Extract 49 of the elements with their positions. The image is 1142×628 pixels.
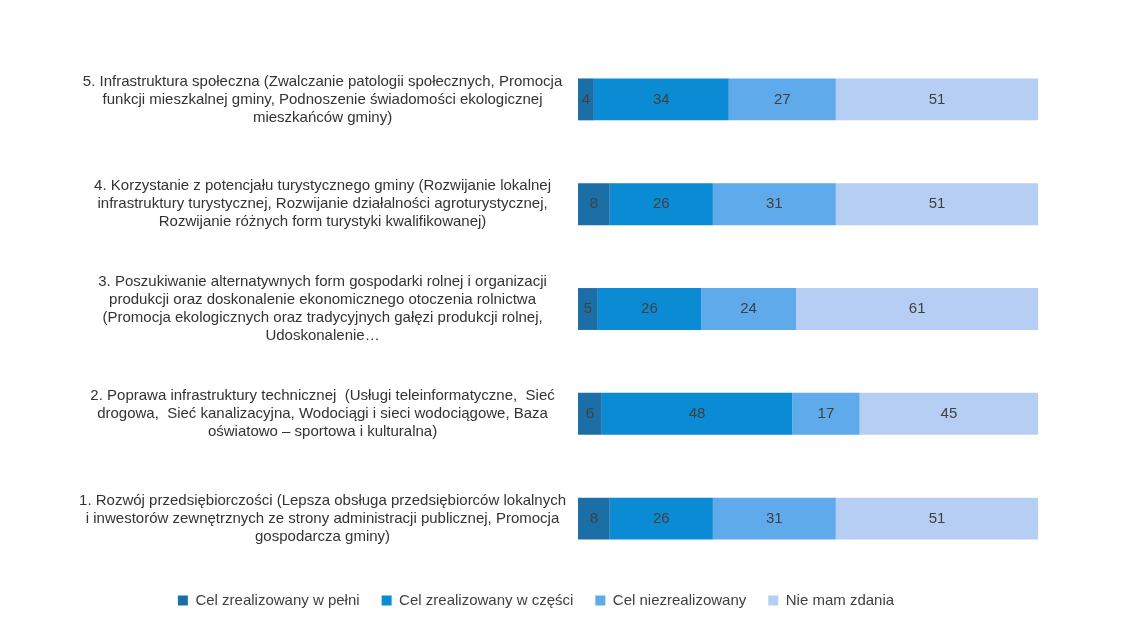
- data-label: 48: [688, 403, 706, 421]
- bar: [578, 78, 594, 121]
- bar: [578, 183, 610, 226]
- data-label: 5: [583, 299, 593, 317]
- y-tick-label: 3. Poszukiwanie alternatywnych form gospodarki rolnej i organizacji produkcji oraz doskonalenie ekonomicznego otoczenia rolnictwa (Promocja ekologicznych oraz tradycyjnych gałęzi produkcji rolnej, Udoskonalenie…: [98, 272, 547, 344]
- y-tick-label: 2. Poprawa infrastruktury technicznej (Usługi teleinformatyczne, Sieć drogowa, Sieć kanalizacyjna, Wodociągi i sieci wodociągowe, Baza oświatowo – sportowa i kulturalna): [90, 385, 556, 439]
- bar: [700, 288, 797, 330]
- bar: [609, 497, 713, 540]
- bar: [835, 183, 1039, 226]
- legend-label: Nie mam zdania: [785, 590, 895, 608]
- data-label: 8: [589, 508, 599, 526]
- data-label: 45: [940, 403, 958, 421]
- data-label: 8: [589, 194, 599, 212]
- bar: [835, 78, 1039, 121]
- bar: [859, 392, 1039, 435]
- bar: [712, 497, 836, 540]
- legend-label: Cel zrealizowany w pełni: [195, 590, 360, 608]
- bar: [796, 288, 1039, 330]
- bar: [578, 288, 598, 330]
- data-label: 6: [585, 403, 595, 421]
- data-label: 51: [928, 194, 946, 212]
- data-label: 51: [928, 89, 946, 107]
- bar: [578, 497, 610, 540]
- bar: [792, 392, 860, 435]
- data-label: 27: [773, 89, 791, 107]
- y-tick-label: 5. Infrastruktura społeczna (Zwalczanie patologii społecznych, Promocja funkcji mieszkalnej gminy, Podnoszenie świadomości ekologicznej mieszkańców gminy): [82, 71, 563, 125]
- bar: [609, 183, 713, 226]
- data-label: 31: [766, 194, 783, 212]
- y-tick-label: 4. Korzystanie z potencjału turystycznego gminy (Rozwijanie lokalnej infrastruktury turystycznej, Rozwijanie działalności agroturystycznej, Rozwijanie różnych form turystyki kwalifikowanej): [94, 176, 551, 230]
- data-label: 4: [581, 89, 591, 107]
- data-label: 34: [652, 89, 670, 107]
- data-label: 61: [908, 299, 926, 317]
- data-label: 26: [652, 508, 670, 526]
- data-label: 17: [817, 403, 835, 421]
- bar: [597, 288, 701, 330]
- bar: [601, 392, 793, 435]
- legend-label: Cel zrealizowany w części: [399, 590, 574, 608]
- bar: [593, 78, 729, 121]
- data-label: 26: [641, 299, 658, 317]
- bar: [578, 392, 602, 435]
- data-label: 51: [928, 508, 946, 526]
- data-label: 26: [652, 194, 670, 212]
- bar: [728, 78, 836, 121]
- bar: [835, 497, 1039, 540]
- legend-label: Cel niezrealizowany: [612, 590, 747, 608]
- data-label: 31: [766, 508, 783, 526]
- bar: [712, 183, 836, 226]
- data-label: 24: [740, 299, 757, 317]
- y-tick-label: 1. Rozwój przedsiębiorczości (Lepsza obsługa przedsiębiorców lokalnych i inwestorów zewnętrznych ze strony administracji publicznej, Promocja gospodarcza gminy): [79, 490, 567, 544]
